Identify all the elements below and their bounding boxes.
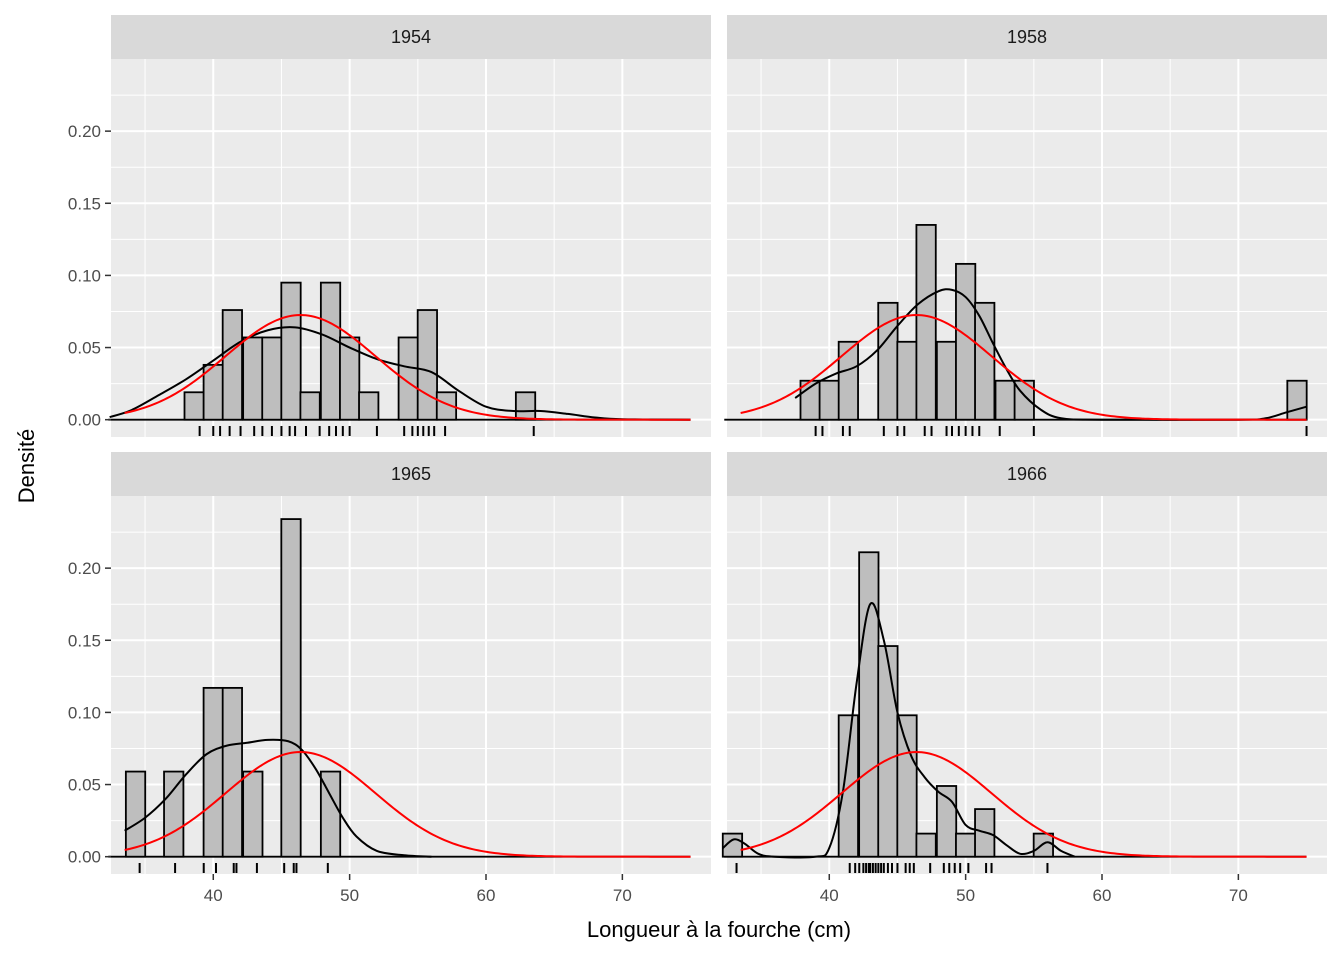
histogram-bar — [319, 281, 342, 421]
x-axes: 40 50 60 70 40 50 60 70 — [204, 874, 1248, 905]
x-tick-label: 70 — [1229, 886, 1248, 905]
density-curve — [124, 738, 432, 858]
density-curve — [722, 601, 1076, 859]
y-tick-label: 0.10 — [68, 266, 101, 285]
histogram-bar — [261, 336, 283, 421]
histogram-bar — [935, 340, 958, 421]
histogram-bar — [242, 770, 264, 858]
histogram-bar — [124, 770, 147, 858]
histogram-bar — [994, 379, 1016, 421]
histogram-bar — [915, 832, 937, 858]
histogram-bar — [358, 391, 380, 421]
histogram-bar — [183, 391, 205, 421]
y-tick-label: 0.05 — [68, 339, 101, 358]
x-tick-label: 50 — [956, 886, 975, 905]
y-axis-title: Densité — [14, 429, 39, 504]
x-tick-label: 70 — [613, 886, 632, 905]
facet-panel-1954: 1954 — [108, 15, 711, 437]
x-tick-label: 40 — [204, 886, 223, 905]
histogram-bar — [163, 770, 185, 858]
normal-curve — [740, 314, 1307, 421]
normal-curve — [740, 751, 1307, 858]
y-tick-label: 0.15 — [68, 631, 101, 650]
histogram-bar — [280, 281, 302, 421]
normal-curve — [124, 314, 691, 421]
y-tick-label: 0.05 — [68, 776, 101, 795]
y-tick-label: 0.00 — [68, 411, 101, 430]
histogram-bar — [896, 714, 918, 858]
histogram-bar — [955, 262, 977, 421]
histogram-bar — [514, 391, 537, 421]
histogram-bar — [202, 686, 224, 858]
y-axes: 0.00 0.05 0.10 0.15 0.20 0.00 0.05 0.10 0.15 0.20 — [68, 122, 111, 867]
y-tick-label: 0.10 — [68, 703, 101, 722]
histogram-bar — [955, 832, 977, 858]
facet-panel-1965: 1965 — [108, 452, 711, 874]
panel-background — [727, 59, 1327, 437]
y-tick-label: 0.20 — [68, 559, 101, 578]
facet-strip-label: 1958 — [1007, 27, 1047, 47]
facet-strip — [727, 15, 1327, 59]
histogram-bar — [974, 301, 996, 421]
y-tick-label: 0.00 — [68, 848, 101, 867]
density-curve — [109, 326, 691, 421]
histogram-bar — [837, 340, 859, 421]
x-tick-label: 50 — [340, 886, 359, 905]
histogram-bar — [221, 686, 243, 858]
histogram-bar — [299, 391, 321, 421]
histogram-bar — [935, 785, 958, 858]
histogram-bar — [339, 336, 361, 421]
histogram-bar — [280, 518, 302, 858]
histogram-bar — [416, 309, 438, 421]
panel-background — [727, 496, 1327, 874]
x-tick-label: 40 — [820, 886, 839, 905]
facet-panel-1966: 1966 — [721, 452, 1327, 874]
normal-curve — [124, 751, 691, 858]
histogram-bar — [896, 340, 918, 421]
y-tick-label: 0.15 — [68, 194, 101, 213]
facet-strip — [111, 452, 711, 496]
facet-strip — [727, 452, 1327, 496]
histogram-bar — [1032, 832, 1054, 858]
facet-panel-1958: 1958 — [724, 15, 1327, 437]
histogram-bar — [435, 391, 458, 421]
histogram-bar — [242, 336, 264, 421]
y-tick-label: 0.20 — [68, 122, 101, 141]
histogram-bar — [818, 379, 840, 421]
histogram-bar — [858, 551, 880, 858]
x-tick-label: 60 — [1093, 886, 1112, 905]
histogram-bar — [915, 224, 937, 421]
facets: 1954 1958 1965 1966 — [108, 15, 1327, 874]
histogram-bar — [837, 714, 859, 858]
histogram-bar — [221, 309, 243, 421]
panel-background — [111, 496, 711, 874]
histogram-bar — [877, 645, 899, 858]
facet-strip-label: 1954 — [391, 27, 431, 47]
x-axis-title: Longueur à la fourche (cm) — [587, 917, 851, 942]
facet-strip-label: 1966 — [1007, 464, 1047, 484]
histogram-bar — [1286, 379, 1308, 421]
facet-strip — [111, 15, 711, 59]
x-tick-label: 60 — [477, 886, 496, 905]
facet-strip-label: 1965 — [391, 464, 431, 484]
